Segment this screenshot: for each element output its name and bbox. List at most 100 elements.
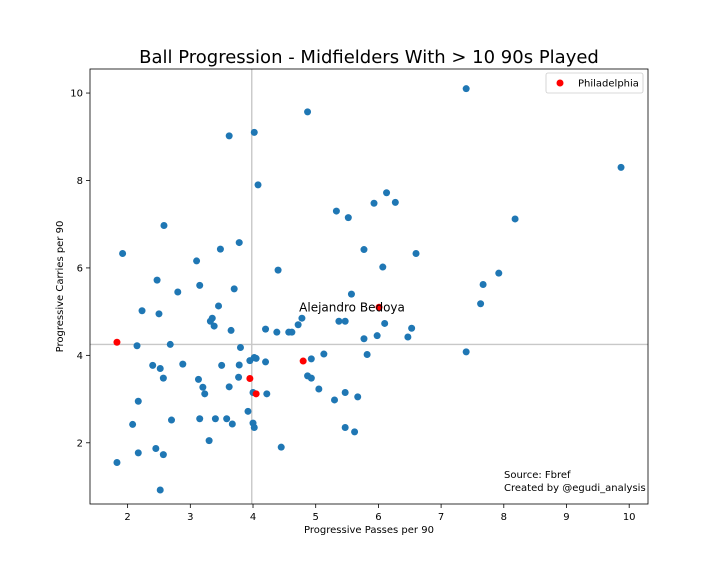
x-tick-label: 3 bbox=[187, 512, 193, 523]
data-point bbox=[408, 324, 416, 332]
data-point-philadelphia bbox=[299, 357, 307, 365]
data-point bbox=[166, 340, 174, 348]
data-point-philadelphia bbox=[246, 375, 254, 383]
data-point bbox=[412, 249, 420, 257]
x-tick-label: 6 bbox=[375, 512, 381, 523]
data-point bbox=[156, 364, 164, 372]
x-tick-label: 7 bbox=[438, 512, 444, 523]
data-point bbox=[244, 407, 252, 415]
data-point bbox=[381, 319, 389, 327]
data-point bbox=[230, 285, 238, 293]
data-point bbox=[404, 333, 412, 341]
y-tick-label: 6 bbox=[77, 263, 83, 274]
data-point bbox=[119, 249, 127, 257]
data-point bbox=[332, 207, 340, 215]
legend-marker-philadelphia bbox=[556, 79, 564, 87]
data-point bbox=[208, 314, 216, 322]
data-point bbox=[252, 354, 260, 362]
data-point bbox=[250, 128, 258, 136]
data-point bbox=[262, 325, 270, 333]
data-point bbox=[133, 342, 141, 350]
data-point bbox=[235, 239, 243, 247]
y-tick-label: 2 bbox=[77, 438, 83, 449]
data-point bbox=[298, 314, 306, 322]
data-point bbox=[156, 486, 164, 494]
data-point-philadelphia bbox=[252, 390, 260, 398]
data-point bbox=[274, 266, 282, 274]
y-tick-label: 8 bbox=[77, 176, 83, 187]
data-point bbox=[354, 393, 362, 401]
data-point bbox=[205, 437, 213, 445]
x-tick-label: 10 bbox=[623, 512, 636, 523]
source-line-2: Created by @egudi_analysis bbox=[504, 483, 646, 494]
y-axis-label: Progressive Carries per 90 bbox=[55, 221, 66, 353]
x-axis-label: Progressive Passes per 90 bbox=[304, 525, 434, 536]
x-tick-label: 2 bbox=[124, 512, 130, 523]
data-point bbox=[113, 458, 121, 466]
y-tick-label: 4 bbox=[77, 351, 83, 362]
data-point bbox=[495, 269, 503, 277]
data-point bbox=[360, 335, 368, 343]
data-point bbox=[379, 263, 387, 271]
data-point bbox=[288, 328, 296, 336]
data-point bbox=[273, 328, 281, 336]
x-tick-label: 5 bbox=[313, 512, 319, 523]
y-axis-ticks: 2 4 6 8 10 bbox=[70, 89, 90, 449]
data-point bbox=[477, 300, 485, 308]
data-point bbox=[262, 358, 270, 366]
data-point bbox=[149, 361, 157, 369]
data-point bbox=[370, 199, 378, 207]
data-point bbox=[351, 428, 359, 436]
data-point bbox=[134, 397, 142, 405]
data-point bbox=[228, 420, 236, 428]
data-point bbox=[134, 449, 142, 457]
data-point bbox=[152, 444, 160, 452]
data-point bbox=[235, 373, 243, 381]
data-point bbox=[194, 375, 202, 383]
data-point bbox=[155, 310, 163, 318]
data-point bbox=[315, 385, 323, 393]
plot-frame bbox=[89, 68, 649, 505]
data-point bbox=[153, 276, 161, 284]
data-point bbox=[138, 307, 146, 315]
data-point bbox=[307, 355, 315, 363]
data-point-philadelphia bbox=[375, 303, 383, 311]
data-point-philadelphia bbox=[113, 338, 121, 346]
data-point bbox=[462, 85, 470, 93]
plot-background bbox=[90, 69, 648, 504]
data-point bbox=[193, 257, 201, 265]
data-point bbox=[196, 415, 204, 423]
points-philadelphia bbox=[113, 303, 383, 398]
data-point bbox=[160, 222, 168, 230]
data-point bbox=[462, 348, 470, 356]
data-point bbox=[201, 390, 209, 398]
data-point bbox=[218, 361, 226, 369]
data-point bbox=[304, 108, 312, 116]
legend: Philadelphia bbox=[545, 72, 644, 94]
data-point bbox=[341, 389, 349, 397]
data-point bbox=[373, 332, 381, 340]
chart-title: Ball Progression - Midfielders With > 10… bbox=[139, 47, 599, 68]
data-point bbox=[341, 317, 349, 325]
data-point bbox=[344, 214, 352, 222]
data-point bbox=[215, 302, 223, 310]
data-point bbox=[225, 383, 233, 391]
x-tick-label: 4 bbox=[250, 512, 256, 523]
data-point bbox=[129, 420, 137, 428]
data-point bbox=[179, 360, 187, 368]
data-point bbox=[159, 374, 167, 382]
data-point bbox=[307, 374, 315, 382]
data-point bbox=[236, 343, 244, 351]
data-point bbox=[225, 132, 233, 140]
points-others bbox=[113, 85, 625, 494]
data-point bbox=[391, 198, 399, 206]
y-tick-label: 10 bbox=[70, 89, 83, 100]
source-line-1: Source: Fbref bbox=[504, 470, 571, 481]
data-point bbox=[383, 189, 391, 197]
data-point bbox=[617, 163, 625, 171]
data-point bbox=[331, 396, 339, 404]
data-point bbox=[210, 322, 218, 330]
data-point bbox=[196, 281, 204, 289]
x-tick-label: 8 bbox=[501, 512, 507, 523]
